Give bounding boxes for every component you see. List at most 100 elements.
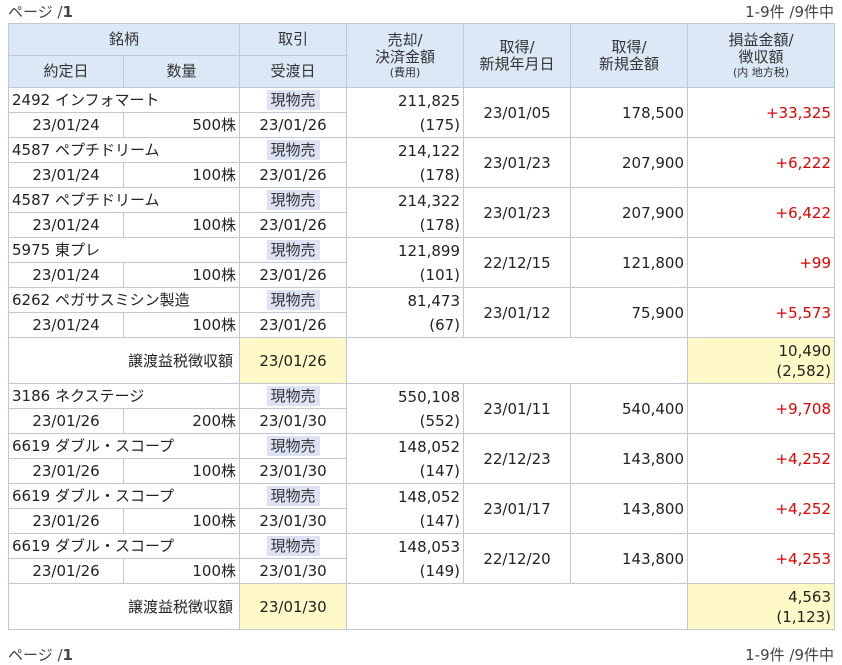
- profit-loss: +4,252: [687, 433, 836, 484]
- sale-amount: 214,122: [397, 141, 461, 160]
- settle-date: 23/01/26: [239, 312, 348, 338]
- tax-spacer: [346, 583, 689, 630]
- trade-date: 23/01/26: [8, 508, 124, 534]
- trade-date: 23/01/24: [8, 212, 124, 238]
- tax-values-cell: 4,563 (1,123): [687, 583, 836, 630]
- acq-amount: 540,400: [570, 383, 689, 434]
- acq-date: 22/12/23: [463, 433, 572, 484]
- quantity: 200株: [122, 408, 241, 434]
- trade-kind-cell: 現物売: [239, 187, 348, 213]
- stock-name[interactable]: 6262 ペガサスミシン製造: [7, 287, 241, 313]
- profit-loss: +9,708: [687, 383, 836, 434]
- trade-kind-badge: 現物売: [266, 140, 320, 160]
- tax-values-cell: 10,490 (2,582): [687, 337, 836, 384]
- acq-amount: 143,800: [570, 483, 689, 534]
- acq-date: 23/01/17: [463, 483, 572, 534]
- quantity: 100株: [122, 312, 241, 338]
- settle-date: 23/01/26: [239, 112, 348, 138]
- acq-amount: 121,800: [570, 237, 689, 288]
- page-indicator: ページ /1: [8, 2, 73, 21]
- profit-loss: +6,222: [687, 137, 836, 188]
- table-row-sub: 23/01/24 100株 23/01/26: [8, 262, 835, 288]
- trade-date: 23/01/24: [8, 262, 124, 288]
- quantity: 100株: [122, 508, 241, 534]
- fee: (149): [419, 561, 461, 580]
- trade-kind-badge: 現物売: [266, 290, 320, 310]
- table-row: 6619 ダブル・スコープ 現物売 148,052 (147) 23/01/17 143,…: [7, 483, 836, 534]
- stock-name[interactable]: 2492 インフォマート: [7, 87, 241, 113]
- stock-name[interactable]: 4587 ペプチドリーム: [7, 187, 241, 213]
- sale-amount: 214,322: [397, 191, 461, 210]
- profit-loss: +4,252: [687, 483, 836, 534]
- sale-amount: 148,053: [397, 537, 461, 556]
- tax-amount: 4,563: [788, 587, 832, 606]
- tax-spacer: [346, 337, 689, 384]
- table-row-sub: 23/01/26 100株 23/01/30: [8, 508, 835, 534]
- trade-kind-badge: 現物売: [266, 536, 320, 556]
- settle-date: 23/01/30: [239, 408, 348, 434]
- settle-date: 23/01/26: [239, 212, 348, 238]
- table-row-sub: 23/01/26 100株 23/01/30: [8, 558, 835, 584]
- tax-row: 譲渡益税徴収額 23/01/26 10,490 (2,582): [7, 337, 836, 384]
- result-count: 1-9件 /9件中: [745, 645, 834, 664]
- quantity: 100株: [122, 212, 241, 238]
- trade-kind-badge: 現物売: [266, 486, 320, 506]
- page-number[interactable]: 1: [62, 2, 73, 21]
- sale-amount: 148,052: [397, 487, 461, 506]
- trade-history-table: 銘柄 取引 売却/ 決済金額 (費用) 取得/ 新規年月日 取得/ 新規金額 損…: [7, 23, 836, 630]
- quantity: 100株: [122, 162, 241, 188]
- trade-kind-cell: 現物売: [239, 383, 348, 409]
- profit-loss: +4,253: [687, 533, 836, 584]
- fee: (147): [419, 511, 461, 530]
- settle-date: 23/01/30: [239, 458, 348, 484]
- sale-amount-cell: 214,122 (178): [346, 137, 465, 188]
- table-row: 4587 ペプチドリーム 現物売 214,122 (178) 23/01/23 207,9…: [7, 137, 836, 188]
- stock-name[interactable]: 4587 ペプチドリーム: [7, 137, 241, 163]
- sale-amount: 81,473: [407, 291, 461, 310]
- trade-date: 23/01/24: [8, 312, 124, 338]
- table-row: 3186 ネクステージ 現物売 550,108 (552) 23/01/11 540,40…: [7, 383, 836, 434]
- col-header-meigara: 銘柄: [7, 23, 241, 56]
- fee: (178): [419, 165, 461, 184]
- acq-date: 22/12/15: [463, 237, 572, 288]
- tax-local: (1,123): [776, 607, 832, 626]
- col-header-acq-amount: 取得/ 新規金額: [570, 23, 689, 88]
- col-header-torihiki: 取引: [239, 23, 348, 56]
- stock-name[interactable]: 5975 東プレ: [7, 237, 241, 263]
- sale-amount-cell: 81,473 (67): [346, 287, 465, 338]
- acq-date: 23/01/23: [463, 137, 572, 188]
- sale-amount: 121,899: [397, 241, 461, 260]
- sale-amount: 148,052: [397, 437, 461, 456]
- col-header-settle-date: 受渡日: [239, 55, 348, 88]
- profit-loss: +33,325: [687, 87, 836, 138]
- trade-kind-badge: 現物売: [266, 190, 320, 210]
- acq-date: 23/01/23: [463, 187, 572, 238]
- tax-amount: 10,490: [778, 341, 832, 360]
- sale-amount: 550,108: [397, 387, 461, 406]
- quantity: 100株: [122, 262, 241, 288]
- table-row: 5975 東プレ 現物売 121,899 (101) 22/12/15 121,800 +9…: [7, 237, 836, 288]
- quantity: 100株: [122, 558, 241, 584]
- trade-date: 23/01/26: [8, 558, 124, 584]
- table-row: 6262 ペガサスミシン製造 現物売 81,473 (67) 23/01/12 75,90…: [7, 287, 836, 338]
- acq-amount: 143,800: [570, 433, 689, 484]
- trade-kind-cell: 現物売: [239, 137, 348, 163]
- trade-kind-badge: 現物売: [266, 90, 320, 110]
- acq-amount: 207,900: [570, 137, 689, 188]
- sale-amount-cell: 214,322 (178): [346, 187, 465, 238]
- page-number[interactable]: 1: [62, 645, 73, 664]
- acq-date: 23/01/11: [463, 383, 572, 434]
- col-header-acq-date: 取得/ 新規年月日: [463, 23, 572, 88]
- trade-kind-cell: 現物売: [239, 287, 348, 313]
- stock-name[interactable]: 6619 ダブル・スコープ: [7, 433, 241, 459]
- stock-name[interactable]: 3186 ネクステージ: [7, 383, 241, 409]
- trade-kind-badge: 現物売: [266, 386, 320, 406]
- settle-date: 23/01/30: [239, 508, 348, 534]
- stock-name[interactable]: 6619 ダブル・スコープ: [7, 483, 241, 509]
- table-row-sub: 23/01/24 100株 23/01/26: [8, 312, 835, 338]
- profit-loss: +99: [687, 237, 836, 288]
- stock-name[interactable]: 6619 ダブル・スコープ: [7, 533, 241, 559]
- trade-kind-cell: 現物売: [239, 87, 348, 113]
- acq-date: 22/12/20: [463, 533, 572, 584]
- fee: (178): [419, 215, 461, 234]
